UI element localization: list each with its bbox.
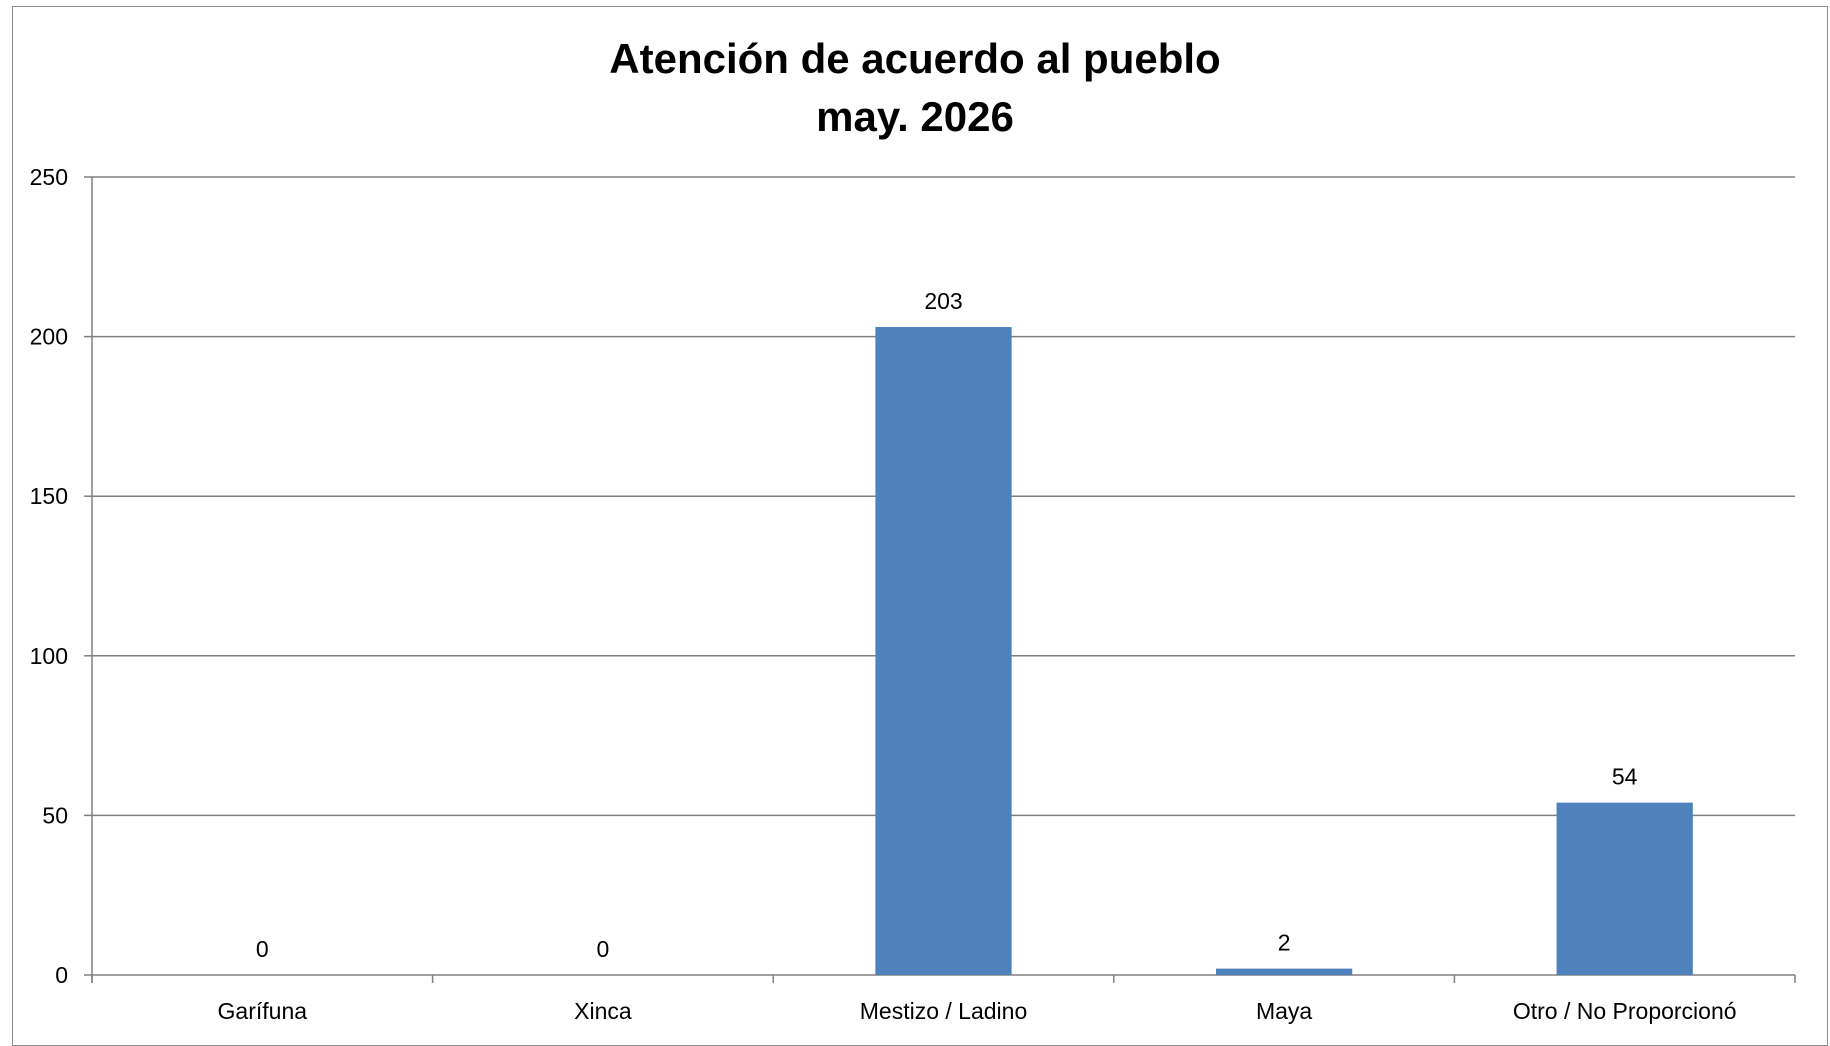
y-tick-label: 250: [30, 164, 68, 190]
data-label: 203: [924, 288, 962, 314]
bar: [1215, 968, 1353, 975]
data-label: 54: [1612, 764, 1638, 790]
x-tick-label: Xinca: [574, 998, 632, 1024]
data-label: 0: [256, 936, 269, 962]
y-tick-label: 0: [55, 962, 68, 988]
x-tick-label: Otro / No Proporcionó: [1513, 998, 1737, 1024]
y-tick-label: 150: [30, 483, 68, 509]
labels: 0 50 100 150 200 250 0 Garífuna 0 Xinca 203 Mestizo…: [30, 164, 1737, 1024]
bar: [875, 327, 1012, 975]
chart-title: Atención de acuerdo al pueblo may. 2026: [0, 30, 1830, 146]
x-tick-label: Garífuna: [218, 998, 308, 1024]
data-label: 2: [1278, 930, 1291, 956]
y-tick-label: 50: [42, 802, 68, 828]
bar: [1556, 802, 1693, 975]
y-tick-label: 100: [30, 643, 68, 669]
data-label: 0: [597, 936, 610, 962]
x-tick-label: Mestizo / Ladino: [860, 998, 1027, 1024]
chart-title-line: Atención de acuerdo al pueblo: [609, 35, 1221, 82]
chart-subtitle-line: may. 2026: [816, 93, 1014, 140]
y-tick-label: 200: [30, 324, 68, 350]
bars: [875, 327, 1693, 975]
x-tick-label: Maya: [1256, 998, 1312, 1024]
